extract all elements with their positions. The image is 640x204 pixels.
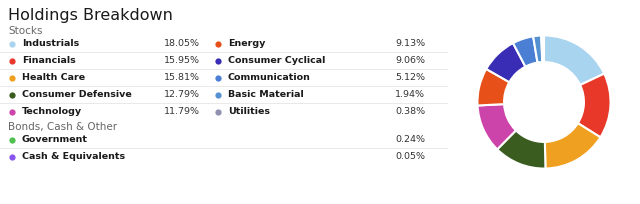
Wedge shape bbox=[545, 123, 600, 169]
Wedge shape bbox=[497, 130, 545, 169]
Text: 11.79%: 11.79% bbox=[164, 107, 200, 116]
Wedge shape bbox=[543, 35, 544, 62]
Text: Cash & Equivalents: Cash & Equivalents bbox=[22, 152, 125, 161]
Text: Consumer Cyclical: Consumer Cyclical bbox=[228, 56, 325, 65]
Text: 15.95%: 15.95% bbox=[164, 56, 200, 65]
Text: 18.05%: 18.05% bbox=[164, 39, 200, 48]
Text: 0.05%: 0.05% bbox=[395, 152, 425, 161]
Text: Utilities: Utilities bbox=[228, 107, 270, 116]
Wedge shape bbox=[486, 43, 525, 82]
Text: Communication: Communication bbox=[228, 73, 311, 82]
Text: 12.79%: 12.79% bbox=[164, 90, 200, 99]
Text: Industrials: Industrials bbox=[22, 39, 79, 48]
Text: Consumer Defensive: Consumer Defensive bbox=[22, 90, 132, 99]
Text: Health Care: Health Care bbox=[22, 73, 85, 82]
Text: Stocks: Stocks bbox=[8, 26, 42, 36]
Text: 15.81%: 15.81% bbox=[164, 73, 200, 82]
Wedge shape bbox=[533, 35, 542, 63]
Text: Holdings Breakdown: Holdings Breakdown bbox=[8, 8, 173, 23]
Text: Energy: Energy bbox=[228, 39, 266, 48]
Text: Financials: Financials bbox=[22, 56, 76, 65]
Wedge shape bbox=[513, 36, 538, 67]
Text: 5.12%: 5.12% bbox=[395, 73, 425, 82]
Wedge shape bbox=[578, 74, 611, 137]
Text: 0.38%: 0.38% bbox=[395, 107, 425, 116]
Wedge shape bbox=[541, 35, 543, 62]
Text: Government: Government bbox=[22, 135, 88, 144]
Wedge shape bbox=[477, 104, 516, 149]
Text: 9.06%: 9.06% bbox=[395, 56, 425, 65]
Text: 9.13%: 9.13% bbox=[395, 39, 425, 48]
Text: Bonds, Cash & Other: Bonds, Cash & Other bbox=[8, 122, 117, 132]
Text: 1.94%: 1.94% bbox=[395, 90, 425, 99]
Text: Technology: Technology bbox=[22, 107, 82, 116]
Wedge shape bbox=[477, 69, 509, 105]
Wedge shape bbox=[544, 35, 604, 85]
Text: Basic Material: Basic Material bbox=[228, 90, 304, 99]
Text: 0.24%: 0.24% bbox=[395, 135, 425, 144]
